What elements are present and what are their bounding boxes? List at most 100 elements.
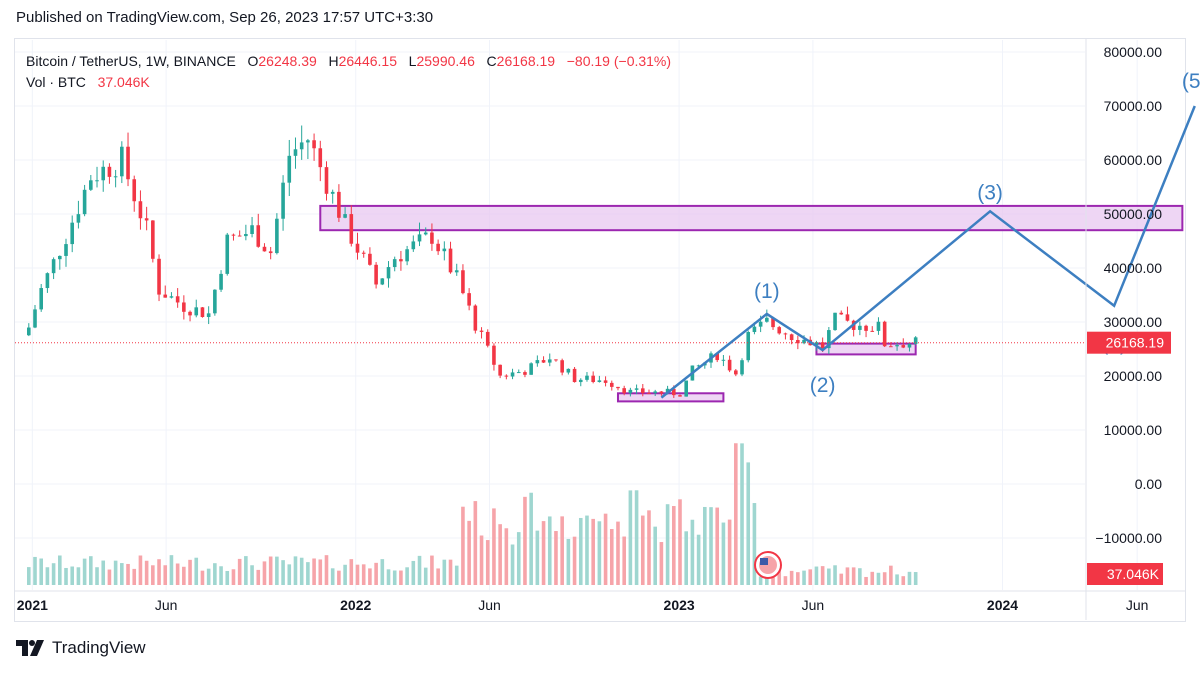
candle-body — [64, 244, 68, 256]
volume-bar — [647, 510, 651, 585]
candle-body — [895, 345, 899, 347]
volume-bar — [454, 565, 459, 585]
volume-bar — [138, 555, 143, 585]
candle-body — [219, 273, 223, 290]
candle-body — [454, 270, 459, 273]
volume-bar — [696, 534, 701, 585]
zones — [319, 204, 1184, 403]
volume-bar — [262, 561, 267, 585]
volume-bar — [802, 570, 806, 585]
candle-body — [299, 142, 304, 150]
volume-bar — [361, 564, 366, 585]
volume-bar — [386, 569, 391, 585]
candle-body — [591, 375, 595, 383]
volume-bar — [771, 574, 775, 585]
volume-bar — [430, 555, 434, 585]
candle-body — [858, 325, 862, 330]
candle-body — [827, 330, 831, 349]
candle-body — [318, 148, 323, 168]
volume-bar — [64, 567, 68, 585]
candle-body — [182, 302, 186, 312]
candle-body — [188, 311, 192, 316]
candle-body — [628, 389, 633, 394]
volume-bar — [82, 558, 87, 585]
y-tick-label: 60000.00 — [1104, 152, 1163, 168]
candle-body — [175, 296, 180, 303]
volume-bar — [858, 568, 862, 585]
candle-body — [386, 267, 391, 279]
candle-body — [833, 312, 837, 331]
volume-bar — [554, 531, 558, 585]
candle-body — [504, 375, 509, 377]
volume-bar — [709, 507, 713, 585]
published-note: Published on TradingView.com, Sep 26, 20… — [16, 9, 434, 26]
volume-bar — [628, 490, 633, 585]
volume-bars — [26, 443, 918, 585]
candle-body — [547, 359, 552, 363]
volume-bar — [777, 571, 782, 585]
candle-body — [349, 214, 354, 244]
price-zone — [319, 204, 1184, 232]
candle-body — [194, 307, 199, 316]
candle-body — [634, 388, 639, 390]
wave-label: (2) — [810, 374, 836, 397]
tradingview-brand[interactable]: TradingView — [16, 638, 146, 658]
volume-bar — [169, 555, 174, 585]
candle-body — [715, 353, 720, 361]
volume-bar — [578, 517, 583, 585]
volume-bar — [58, 555, 62, 585]
volume-bar — [740, 443, 744, 585]
volume-bar — [225, 570, 230, 585]
symbol-legend: Bitcoin / TetherUS, 1W, BINANCE O26248.3… — [26, 51, 671, 93]
candle-body — [343, 214, 347, 218]
volume-bar — [194, 557, 199, 585]
low-label: L — [408, 53, 417, 69]
candle-body — [529, 363, 533, 375]
volume-bar — [715, 507, 720, 585]
candle-body — [448, 248, 453, 273]
volume-bar — [727, 519, 732, 585]
volume-bar — [163, 565, 168, 585]
candle-body — [492, 345, 496, 365]
candle-body — [244, 233, 248, 237]
high-value: 26446.15 — [338, 53, 397, 69]
x-tick-label: 2022 — [340, 597, 371, 613]
us-flag-icon — [754, 551, 782, 579]
volume-bar — [485, 540, 490, 585]
close-value: 26168.19 — [496, 53, 556, 69]
volume-bar — [585, 515, 589, 585]
volume-bar — [330, 568, 335, 585]
volume-bar — [492, 508, 496, 585]
candle-body — [771, 317, 775, 328]
volume-bar — [120, 563, 124, 585]
wave-label: (1) — [754, 280, 780, 303]
candle-body — [541, 360, 546, 363]
candle-body — [405, 249, 409, 262]
volume-bar — [392, 570, 397, 585]
price-zone — [815, 342, 917, 356]
last-price-label: 26168.19 — [1106, 335, 1165, 351]
candle-body — [417, 234, 422, 242]
volume-label[interactable]: Vol · BTC — [26, 74, 86, 90]
candle-body — [312, 140, 316, 149]
candle-body — [783, 333, 788, 335]
volume-bar — [721, 522, 726, 585]
volume-bar — [268, 556, 273, 585]
candle-body — [659, 391, 664, 394]
volume-bar — [808, 569, 813, 585]
volume-bar — [324, 555, 329, 585]
volume-bar — [467, 520, 471, 585]
brand-name: TradingView — [52, 638, 146, 657]
volume-bar — [864, 576, 868, 585]
chart-frame — [14, 38, 1186, 622]
volume-bar — [405, 567, 409, 585]
candle-body — [802, 339, 806, 344]
candle-body — [678, 395, 682, 397]
volume-bar — [231, 569, 236, 585]
volume-bar — [132, 568, 137, 585]
y-tick-label: 40000.00 — [1104, 260, 1163, 276]
symbol-title[interactable]: Bitcoin / TetherUS, 1W, BINANCE — [26, 53, 236, 69]
volume-bar — [882, 572, 887, 585]
volume-bar — [343, 564, 347, 585]
